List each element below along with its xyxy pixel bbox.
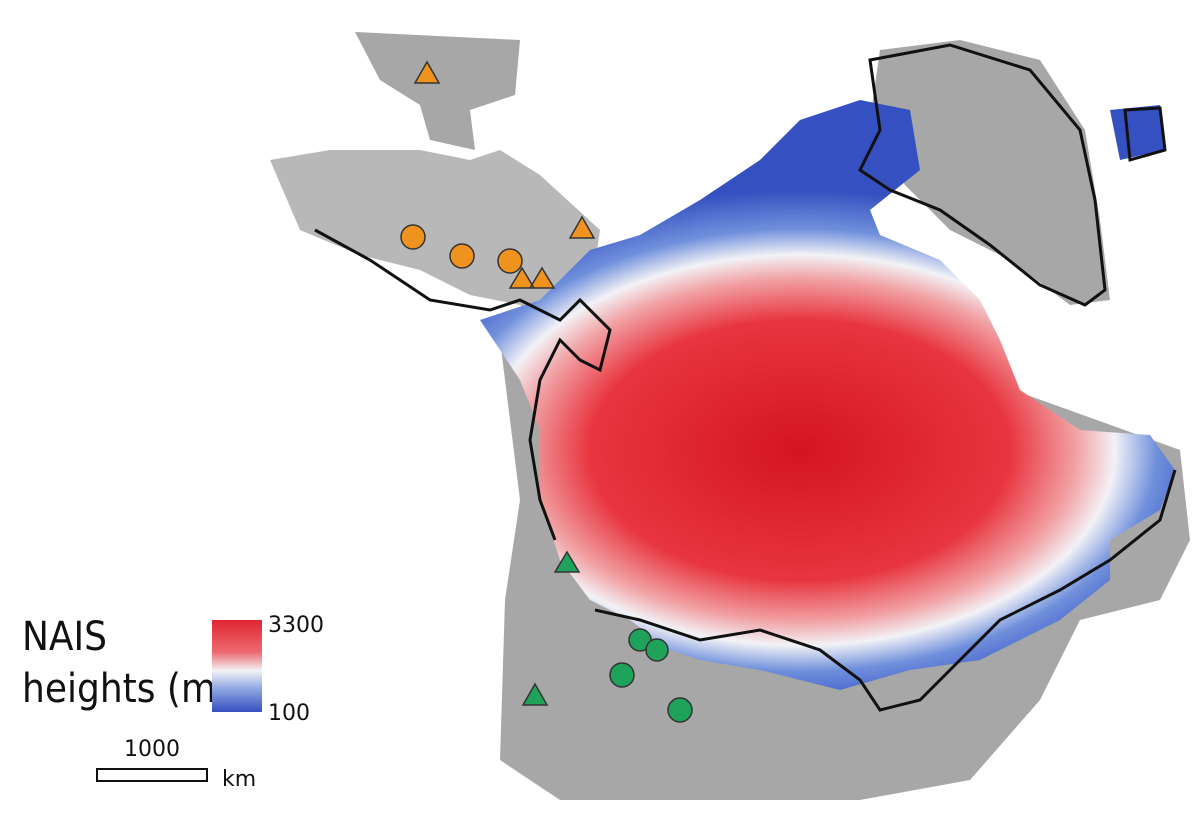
outlines — [314, 43, 1177, 712]
colorbar-min: 100 — [268, 701, 310, 726]
ice-sheet — [480, 100, 1175, 690]
scale-length: 1000 — [124, 737, 180, 762]
legend-title: NAIS — [22, 614, 107, 660]
scale-rect — [96, 768, 208, 782]
scale-bar: 1000 km — [96, 737, 256, 792]
sites — [400, 60, 693, 723]
legend-title: heights (m) — [22, 666, 230, 712]
scale-unit: km — [222, 767, 256, 792]
colorbar — [212, 620, 262, 712]
colorbar-max: 3300 — [268, 613, 324, 638]
legend: NAIS heights (m) 3300 100 — [22, 613, 324, 726]
